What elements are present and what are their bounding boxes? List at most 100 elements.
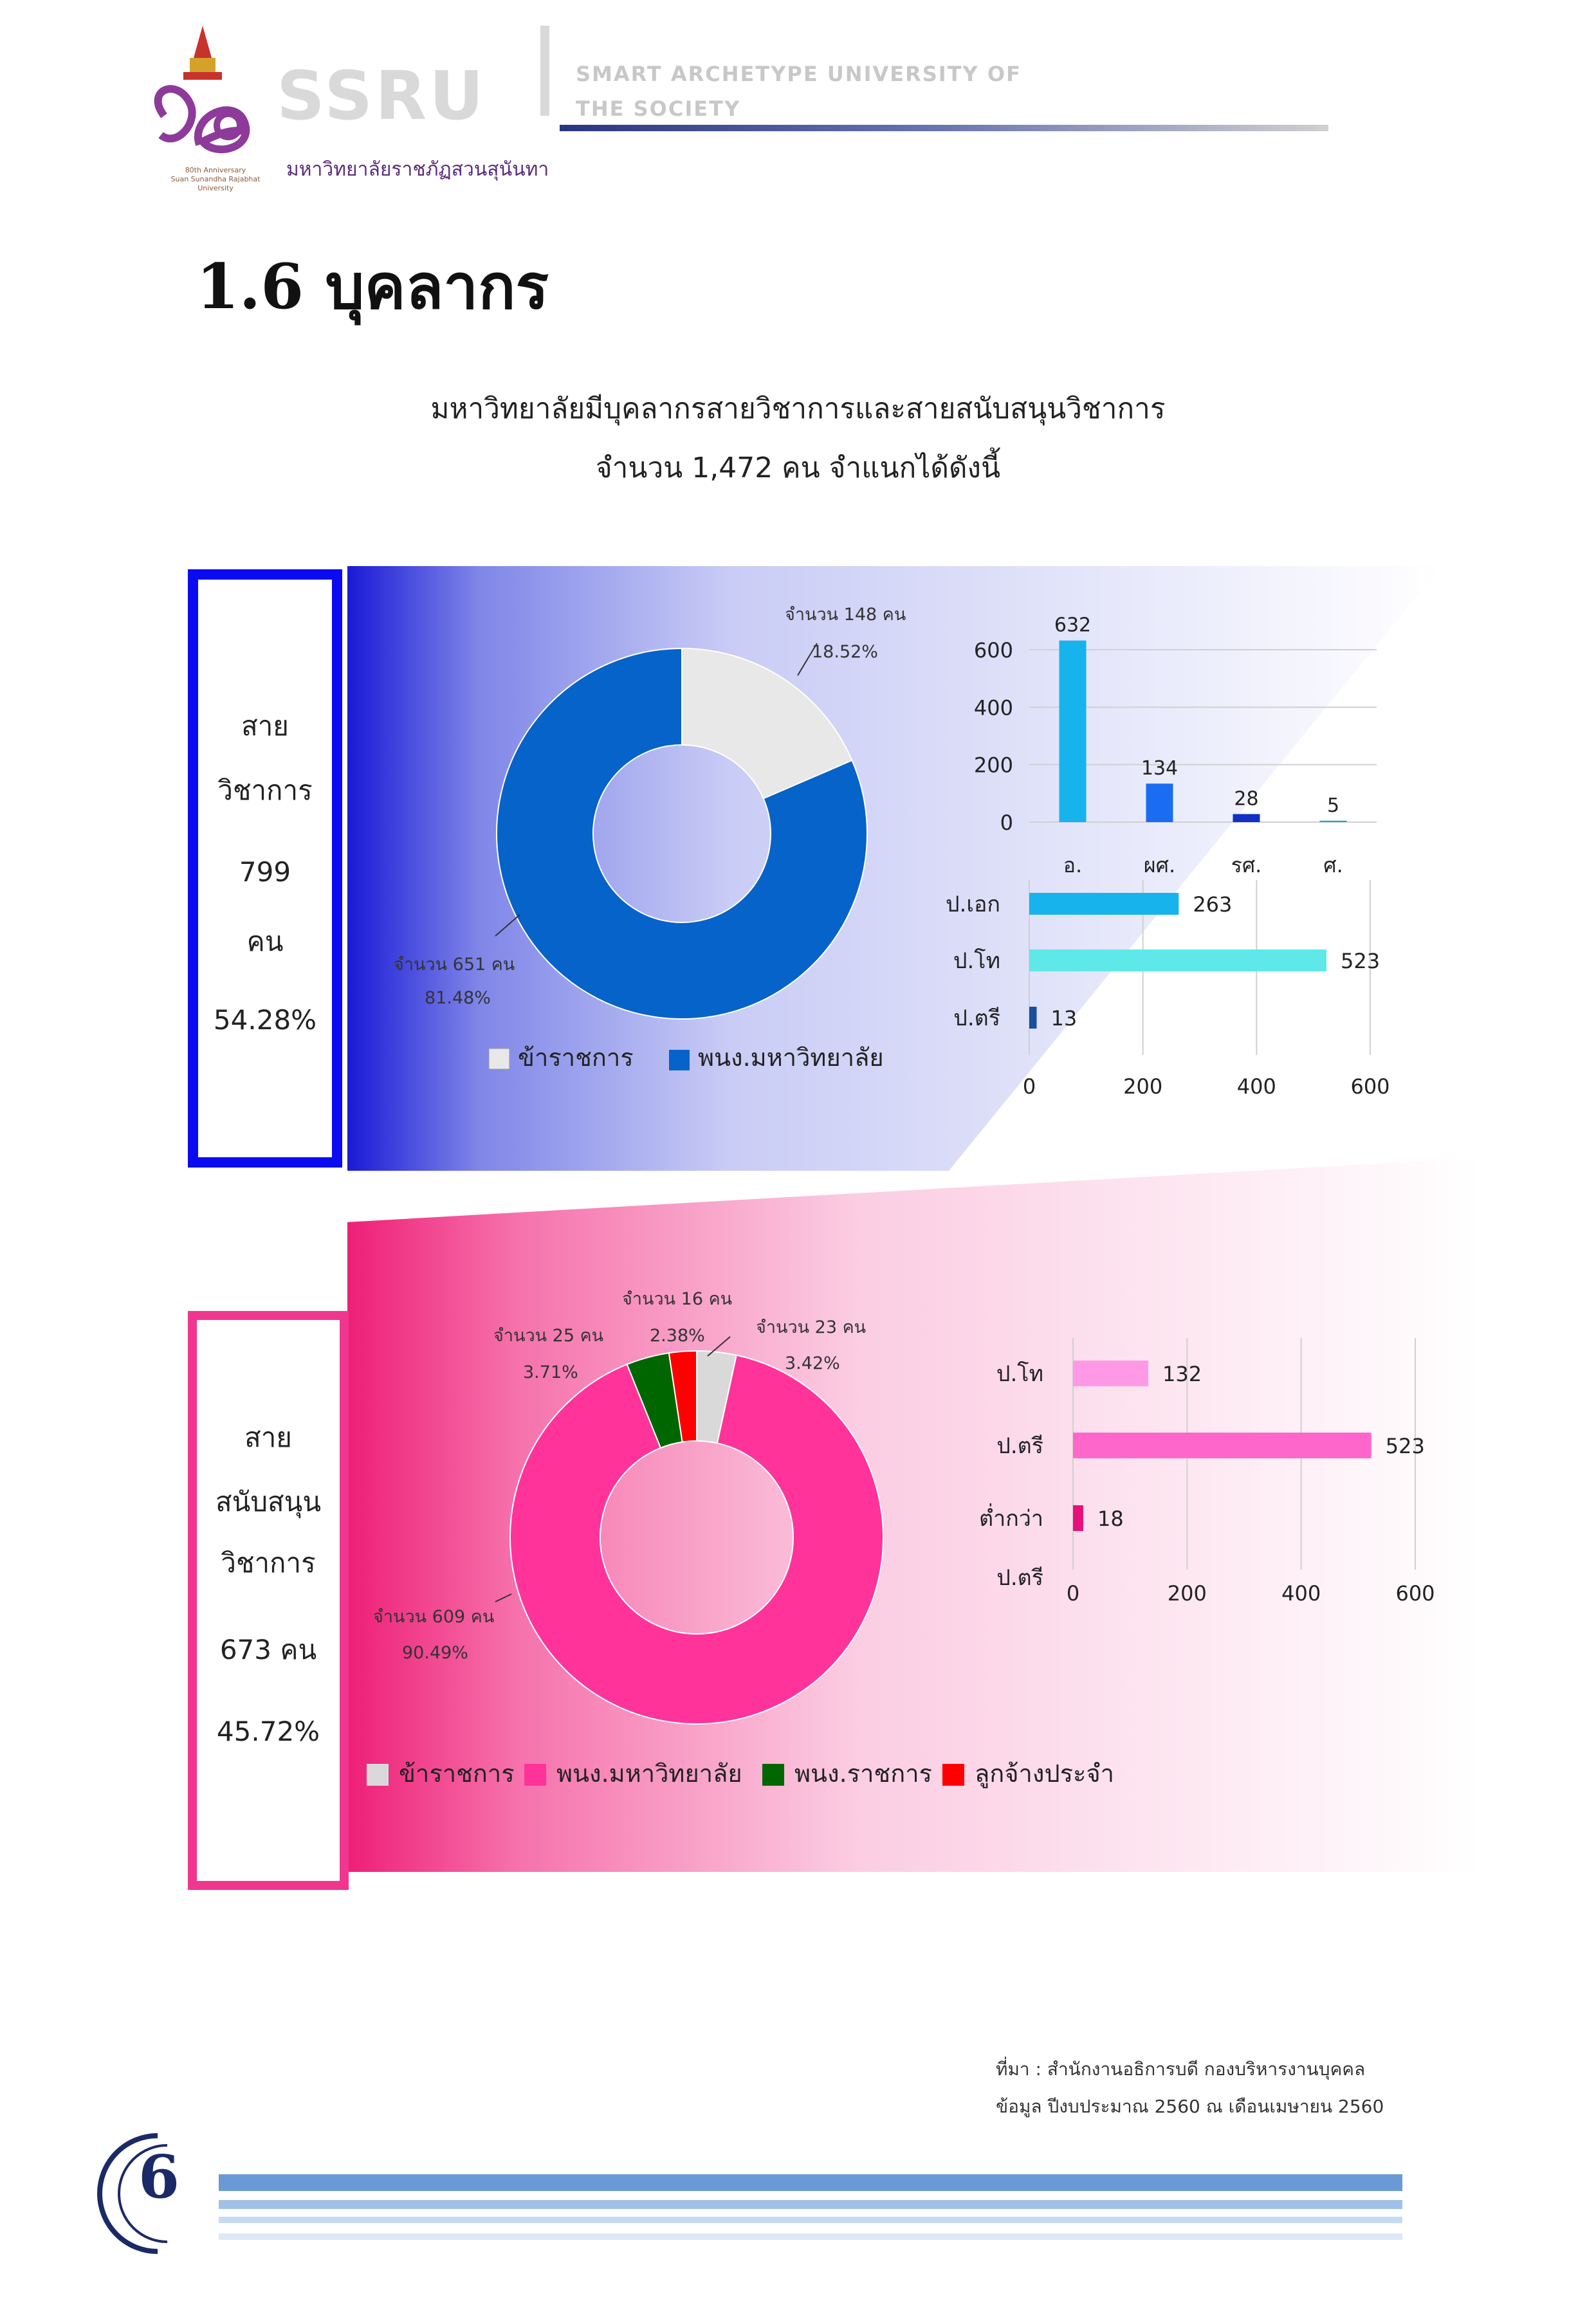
support-legend-swatch-2 <box>762 1764 784 1786</box>
brand-wordmark: SSRU <box>277 57 486 135</box>
support-legend-label-3: ลูกจ้างประจำ <box>975 1759 1114 1788</box>
support-staff-leader <box>495 1593 512 1602</box>
rank-value-label-0: 632 <box>1054 614 1091 637</box>
rank-bar-0 <box>1059 640 1087 822</box>
degree-bar-2 <box>1029 1007 1037 1029</box>
degree-category-label-1: ป.โท <box>953 948 1000 974</box>
degree-bar-0 <box>1029 893 1179 915</box>
academic-staff-percent-label: 81.48% <box>425 988 491 1008</box>
rank-ytick-2: 400 <box>974 695 1013 720</box>
footer-decoration <box>97 2133 1402 2254</box>
page-arc-inner-icon <box>118 2144 168 2243</box>
degree-bar-1 <box>1029 949 1326 971</box>
support-legend-label-2: พนง.ราชการ <box>794 1759 932 1788</box>
data-source-note: ที่มา : สำนักงานอธิการบดี กองบริหารงานบุ… <box>996 2051 1384 2125</box>
support-civil-leader <box>707 1336 731 1357</box>
support-percent: 45.72% <box>216 1716 320 1747</box>
support-staff-count-label: จำนวน 609 คน <box>373 1607 494 1627</box>
page-number: 6 <box>138 2142 180 2212</box>
academic-legend-staff-swatch <box>669 1050 690 1070</box>
page-arc-icon <box>97 2133 158 2254</box>
support-gov-count-label: จำนวน 25 คน <box>493 1326 603 1346</box>
rank-bar-3 <box>1319 820 1347 822</box>
support-count: 673 คน <box>219 1634 317 1665</box>
footer-bar-1 <box>219 2174 1402 2191</box>
degree-xtick-3: 600 <box>1350 1074 1390 1099</box>
degree-category-label-0: ป.เอก <box>946 892 1000 917</box>
source-line-2: ข้อมูล ปีงบประมาณ 2560 ณ เดือนเมษายน 256… <box>996 2096 1384 2117</box>
anniversary-caption: 80th Anniversary Suan Sunandha Rajabhat … <box>170 166 261 192</box>
support-legend-swatch-0 <box>367 1764 389 1786</box>
footer-bar-4 <box>219 2233 1402 2240</box>
academic-line-1: สาย <box>241 710 289 742</box>
support-worker-percent-label: 2.38% <box>650 1326 705 1346</box>
logo-emblem-icon <box>154 26 250 154</box>
footer-bar-3 <box>219 2217 1402 2223</box>
support-degree-xtick-2: 400 <box>1281 1581 1321 1606</box>
academic-donut-slice-1 <box>496 647 868 1020</box>
rank-category-label-3: ศ. <box>1323 853 1343 877</box>
support-degree-category-label-2-0: ต่ำกว่า <box>979 1503 1043 1532</box>
rank-value-label-1: 134 <box>1141 757 1178 780</box>
support-legend-label-0: ข้าราชการ <box>399 1759 515 1788</box>
support-legend-label-1: พนง.มหาวิทยาลัย <box>556 1759 742 1788</box>
support-staff-percent-label: 90.49% <box>402 1643 468 1663</box>
section-title: 1.6 บุคลากร <box>196 250 549 323</box>
academic-count: 799 <box>239 856 291 888</box>
academic-staff-leader <box>495 914 520 937</box>
support-legend-swatch-1 <box>524 1764 546 1786</box>
support-worker-count-label: จำนวน 16 คน <box>622 1289 732 1309</box>
academic-civil-leader <box>797 643 818 676</box>
degree-value-label-2: 13 <box>1050 1006 1077 1031</box>
academic-legend-civil-swatch <box>488 1048 510 1070</box>
support-degree-category-label-0-0: ป.โท <box>996 1361 1043 1387</box>
support-degree-value-label-0: 132 <box>1162 1362 1202 1386</box>
support-legend-swatch-3 <box>942 1764 964 1786</box>
academic-civil-percent-label: 18.52% <box>812 642 878 662</box>
intro-line-2: จำนวน 1,472 คน จำแนกได้ดังนี้ <box>595 452 1001 484</box>
degree-value-label-1: 523 <box>1341 949 1380 973</box>
header-divider <box>540 26 549 116</box>
rank-value-label-3: 5 <box>1327 794 1339 817</box>
header-rule <box>560 125 1328 131</box>
intro-line-1: มหาวิทยาลัยมีบุคลากรสายวิชาการและสายสนับ… <box>430 392 1166 425</box>
academic-donut-slice-0 <box>681 647 853 800</box>
support-line-2: สนับสนุน <box>215 1486 322 1517</box>
degree-xtick-0: 0 <box>1023 1074 1036 1099</box>
rank-category-label-1: ผศ. <box>1144 853 1175 877</box>
degree-category-label-2: ป.ตรี <box>953 1005 1000 1031</box>
support-degree-xtick-3: 600 <box>1395 1581 1435 1606</box>
academic-legend-civil-label: ข้าราชการ <box>518 1043 634 1072</box>
support-gov-percent-label: 3.71% <box>523 1362 578 1382</box>
rank-ytick-1: 200 <box>974 753 1013 778</box>
support-line-1: สาย <box>244 1422 292 1453</box>
support-summary-box: สาย สนับสนุน วิชาการ 673 คน 45.72% <box>188 1311 349 1890</box>
support-degree-xtick-0: 0 <box>1067 1581 1079 1606</box>
rank-ytick-0: 0 <box>1000 811 1013 835</box>
degree-value-label-0: 263 <box>1193 892 1232 917</box>
rank-bar-1 <box>1146 784 1173 822</box>
source-line-1: ที่มา : สำนักงานอธิการบดี กองบริหารงานบุ… <box>996 2058 1366 2080</box>
rank-value-label-2: 28 <box>1234 787 1258 810</box>
academic-percent: 54.28% <box>213 1004 317 1036</box>
rank-category-label-0: อ. <box>1063 853 1082 877</box>
academic-unit: คน <box>246 926 284 957</box>
support-donut-slice-1 <box>509 1354 884 1725</box>
degree-xtick-1: 200 <box>1123 1074 1162 1099</box>
support-donut-slice-3 <box>668 1350 697 1443</box>
support-degree-xtick-1: 200 <box>1168 1581 1207 1606</box>
rank-ytick-3: 600 <box>974 638 1013 663</box>
footer-bar-2 <box>219 2200 1402 2209</box>
support-degree-category-label-2-1: ป.ตรี <box>996 1565 1043 1591</box>
rank-bar-2 <box>1233 814 1260 822</box>
support-degree-bar-1 <box>1073 1433 1371 1458</box>
support-degree-bar-2 <box>1073 1505 1083 1531</box>
brand-tagline: SMART ARCHETYPE UNIVERSITY OF THE SOCIET… <box>576 62 1022 121</box>
support-civil-count-label: จำนวน 23 คน <box>756 1317 866 1337</box>
support-degree-value-label-1: 523 <box>1386 1434 1425 1458</box>
support-degree-bar-0 <box>1073 1361 1149 1386</box>
support-line-3: วิชาการ <box>221 1547 316 1579</box>
support-degree-value-label-2: 18 <box>1097 1507 1124 1531</box>
academic-legend-staff-label: พนง.มหาวิทยาลัย <box>698 1043 884 1072</box>
